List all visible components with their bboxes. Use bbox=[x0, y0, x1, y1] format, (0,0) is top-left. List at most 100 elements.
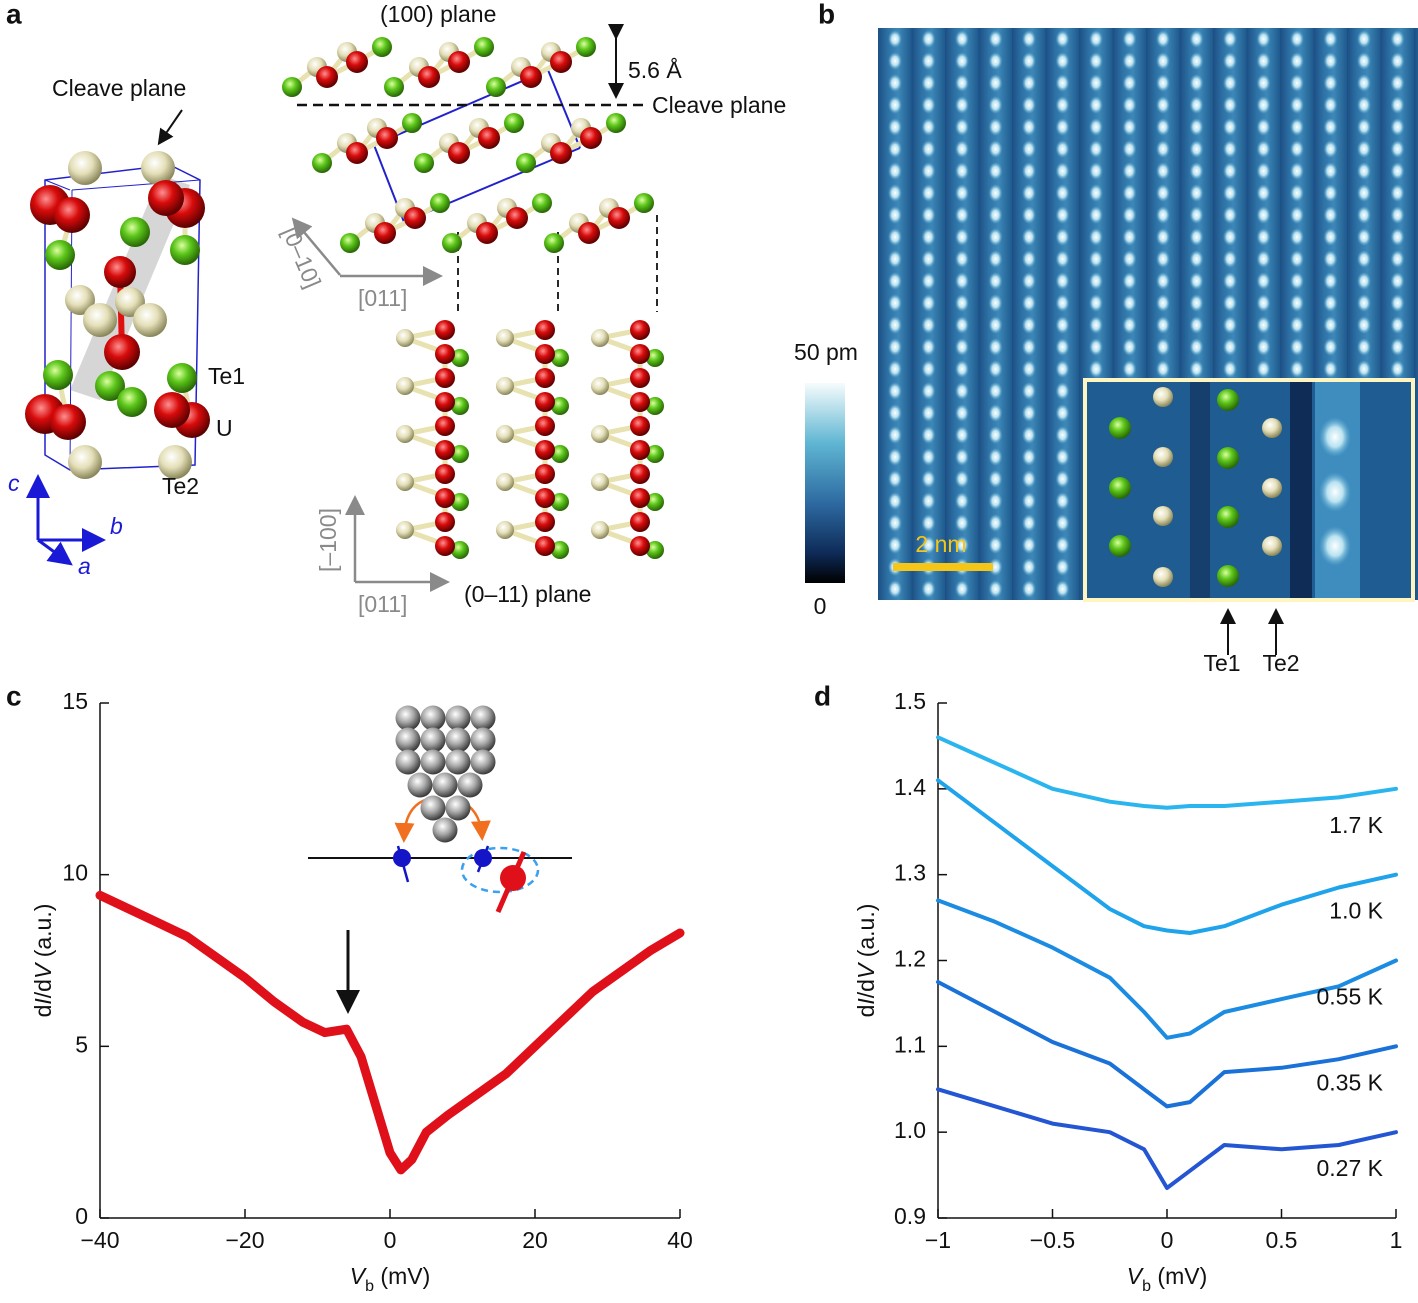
atom bbox=[496, 473, 514, 491]
te2-atom bbox=[1262, 418, 1282, 438]
x-axis-label: Vb (mV) bbox=[350, 1263, 430, 1295]
direction-label: [–100] bbox=[315, 508, 341, 572]
inset-stripe bbox=[1190, 382, 1210, 598]
atom bbox=[646, 397, 664, 415]
atom bbox=[402, 113, 422, 133]
tip-atom bbox=[420, 749, 446, 775]
inset bbox=[1083, 378, 1415, 602]
panel-label: b bbox=[818, 0, 835, 29]
atom bbox=[591, 425, 609, 443]
crystal-structure: Cleave plane Te1 U Te2 c b a (100) plane… bbox=[8, 1, 786, 617]
te2-atom bbox=[1262, 478, 1282, 498]
atom bbox=[578, 222, 600, 244]
atom bbox=[486, 77, 506, 97]
tip-atom bbox=[420, 795, 446, 821]
atom bbox=[535, 344, 555, 364]
atom bbox=[435, 392, 455, 412]
unit-cell-edge bbox=[44, 179, 71, 191]
tip-atom bbox=[445, 795, 471, 821]
axis-label: b bbox=[110, 513, 123, 539]
tip-atom bbox=[420, 705, 446, 731]
atom bbox=[435, 464, 455, 484]
data-line bbox=[936, 778, 1398, 935]
te1-atom bbox=[1109, 417, 1131, 439]
te1-atom bbox=[1109, 535, 1131, 557]
atom bbox=[504, 113, 524, 133]
atom bbox=[606, 113, 626, 133]
atom bbox=[104, 256, 136, 288]
atom bbox=[535, 512, 555, 532]
te1-atom bbox=[1109, 477, 1131, 499]
atom bbox=[535, 440, 555, 460]
atom bbox=[45, 240, 75, 270]
atom bbox=[506, 207, 528, 229]
te2-atom bbox=[1153, 387, 1173, 407]
hop-arrow bbox=[394, 798, 426, 843]
atom bbox=[435, 344, 455, 364]
atom bbox=[451, 397, 469, 415]
colorbar bbox=[805, 383, 845, 583]
atom bbox=[630, 344, 650, 364]
atom bbox=[551, 493, 569, 511]
unit-cell bbox=[373, 69, 549, 146]
atom bbox=[376, 127, 398, 149]
series-label: 1.0 K bbox=[1329, 898, 1383, 924]
atom bbox=[95, 371, 125, 401]
atom bbox=[133, 303, 167, 337]
inset-stripe bbox=[1290, 382, 1312, 598]
data-line bbox=[936, 1087, 1398, 1190]
annotation: (100) plane bbox=[380, 1, 496, 27]
atom bbox=[316, 66, 338, 88]
direction-label: [011] bbox=[358, 591, 407, 617]
x-tick-label: 0 bbox=[384, 1227, 397, 1253]
atom bbox=[148, 180, 184, 216]
x-axis-label: Vb (mV) bbox=[1127, 1263, 1207, 1295]
atom bbox=[104, 334, 140, 370]
atom bbox=[396, 473, 414, 491]
annotation: Cleave plane bbox=[652, 92, 786, 118]
atom-label: U bbox=[216, 415, 233, 441]
atom bbox=[634, 193, 654, 213]
te2-atom bbox=[1262, 536, 1282, 556]
atom bbox=[630, 536, 650, 556]
atom bbox=[646, 541, 664, 559]
atom bbox=[404, 207, 426, 229]
atom bbox=[435, 320, 455, 340]
atom bbox=[435, 512, 455, 532]
atom bbox=[551, 349, 569, 367]
panel-label: d bbox=[814, 680, 831, 711]
colorbar-label: 50 pm bbox=[794, 339, 858, 365]
atom bbox=[83, 303, 117, 337]
atom bbox=[535, 536, 555, 556]
y-axis-label-part: (a.u.) bbox=[853, 904, 879, 964]
atom bbox=[435, 488, 455, 508]
direction-label: [011] bbox=[358, 285, 407, 311]
series-label: 0.35 K bbox=[1317, 1069, 1384, 1095]
y-axis-label: dI/dV (a.u.) bbox=[853, 904, 879, 1018]
tip-atom bbox=[432, 772, 458, 798]
annotation: (0–11) plane bbox=[464, 581, 591, 607]
y-axis-label-part: d bbox=[853, 1005, 879, 1018]
x-axis-label-part: (mV) bbox=[374, 1263, 430, 1289]
atom bbox=[65, 285, 95, 315]
y-tick-label: 0 bbox=[75, 1203, 88, 1229]
atom bbox=[550, 142, 572, 164]
tip-atom bbox=[470, 705, 496, 731]
atom bbox=[576, 37, 596, 57]
atom bbox=[646, 493, 664, 511]
series-label: 1.7 K bbox=[1329, 812, 1383, 838]
atom bbox=[535, 464, 555, 484]
te2-atom bbox=[1153, 506, 1173, 526]
axis-label: c bbox=[8, 470, 20, 496]
y-tick-label: 5 bbox=[75, 1031, 88, 1057]
atom bbox=[591, 329, 609, 347]
atom bbox=[496, 425, 514, 443]
y-axis-label-part: d bbox=[30, 1005, 56, 1018]
atom bbox=[516, 153, 536, 173]
y-axis-label-part: V bbox=[30, 961, 56, 979]
atom bbox=[646, 445, 664, 463]
atom-label: Te1 bbox=[208, 363, 245, 389]
y-tick-label: 1.3 bbox=[894, 860, 926, 886]
atom bbox=[535, 368, 555, 388]
